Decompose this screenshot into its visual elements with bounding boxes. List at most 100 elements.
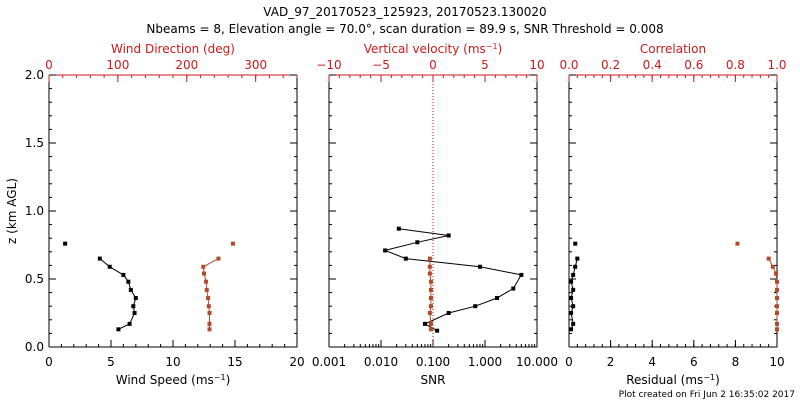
x-tick-label-bottom: 0 <box>565 355 573 369</box>
data-point <box>383 248 388 253</box>
data-point <box>770 264 775 269</box>
data-point <box>569 311 574 315</box>
panel-2: 0.001 0.010 0.100 1.000 10.000 SNR −10 −5 0 5 10 Ve… <box>312 42 558 388</box>
x-tick-label-bottom: 5 <box>107 355 115 369</box>
data-point <box>204 279 209 284</box>
data-point <box>207 321 212 326</box>
data-point <box>519 272 524 277</box>
data-point <box>775 327 779 332</box>
data-point <box>775 287 779 292</box>
data-point <box>63 241 68 246</box>
title-line-1: VAD_97_20170523_125923, 20170523.130020 <box>263 5 546 19</box>
series-line <box>99 258 137 330</box>
panel-3: 0 2 4 6 8 10 Residual (ms−1) 0.0 0.2 0.4 0.6 0.8 1.0… <box>559 42 786 387</box>
x-axis-label-top: Correlation <box>640 42 706 56</box>
data-point <box>206 296 211 301</box>
data-point <box>571 321 576 326</box>
data-point <box>428 287 433 292</box>
panel-1: 0.0 0.5 1.0 1.5 2.0 z (km AGL) 0 5 10 15 20 Wind Sp… <box>5 42 305 387</box>
data-point <box>473 304 478 309</box>
x-tick-label-bottom: 2 <box>607 355 615 369</box>
x-tick-label-bottom: 4 <box>648 355 656 369</box>
data-point <box>216 256 221 261</box>
data-point <box>569 279 574 284</box>
x-axis-label-bottom: Residual (ms−1) <box>626 373 720 388</box>
series-line <box>202 258 219 330</box>
x-tick-label-top: 5 <box>481 58 489 72</box>
data-point <box>428 279 433 284</box>
x-tick-label-top: 0.2 <box>601 58 620 72</box>
data-point <box>133 296 138 301</box>
y-tick-label: 1.0 <box>25 204 44 218</box>
data-point <box>435 328 440 333</box>
data-point <box>775 279 779 284</box>
x-tick-label-top: 0.4 <box>643 58 662 72</box>
x-tick-label-top: 300 <box>244 58 267 72</box>
x-tick-label-bottom: 10 <box>165 355 180 369</box>
data-point <box>107 264 112 269</box>
data-point <box>511 286 516 291</box>
x-tick-label-bottom: 0.001 <box>312 355 346 369</box>
x-tick-label-bottom: 0.100 <box>416 355 450 369</box>
data-point <box>428 327 433 332</box>
series-bottom-axis <box>569 241 580 332</box>
data-point <box>735 241 740 246</box>
data-point <box>201 264 206 269</box>
x-tick-label-top: 0.8 <box>726 58 745 72</box>
data-point <box>207 327 212 332</box>
data-point <box>571 304 576 309</box>
data-point <box>121 272 126 277</box>
x-tick-label-bottom: 10 <box>769 355 784 369</box>
data-point <box>775 296 779 301</box>
data-point <box>775 304 779 309</box>
data-point <box>97 256 102 261</box>
data-point <box>775 311 779 315</box>
y-tick-label: 2.0 <box>25 68 44 82</box>
y-tick-label: 1.5 <box>25 136 44 150</box>
series-top-axis <box>201 241 235 332</box>
series-top-axis <box>735 241 779 332</box>
data-point <box>128 287 133 292</box>
y-tick-label: 0.5 <box>25 272 44 286</box>
y-axis-label: z (km AGL) <box>5 178 19 244</box>
x-tick-label-bottom: 0 <box>45 355 53 369</box>
title-line-2: Nbeams = 8, Elevation angle = 70.0°, sca… <box>146 22 663 36</box>
data-point <box>427 256 432 261</box>
footer-text: Plot created on Fri Jun 2 16:35:02 2017 <box>619 390 795 400</box>
data-point <box>569 327 574 332</box>
x-tick-label-top: −5 <box>372 58 390 72</box>
data-point <box>127 321 132 326</box>
data-point <box>569 296 574 301</box>
data-point <box>446 311 451 315</box>
x-axis-label-bottom: SNR <box>421 373 446 387</box>
series-line <box>570 258 578 330</box>
x-tick-label-bottom: 20 <box>289 355 304 369</box>
data-point <box>202 271 206 276</box>
x-axis-label-bottom: Wind Speed (ms−1) <box>116 373 231 388</box>
x-tick-label-top: −10 <box>316 58 341 72</box>
data-point <box>428 296 433 301</box>
data-point <box>415 240 420 245</box>
data-point <box>403 256 408 261</box>
data-point <box>427 311 432 315</box>
data-point <box>773 271 778 276</box>
series-line <box>383 228 523 332</box>
series-line <box>429 258 432 330</box>
x-tick-label-top: 200 <box>175 58 198 72</box>
data-point <box>204 287 209 292</box>
x-tick-label-top: 0 <box>45 58 53 72</box>
data-point <box>775 321 779 326</box>
data-point <box>573 241 578 246</box>
data-point <box>427 264 432 269</box>
x-tick-label-bottom: 1.000 <box>468 355 502 369</box>
series-top-axis <box>427 256 433 332</box>
data-point <box>427 271 432 276</box>
data-point <box>446 233 451 238</box>
data-point <box>766 256 771 261</box>
data-point <box>477 264 482 269</box>
data-point <box>428 304 433 309</box>
series-line <box>768 258 778 330</box>
series-bottom-axis <box>383 226 524 333</box>
